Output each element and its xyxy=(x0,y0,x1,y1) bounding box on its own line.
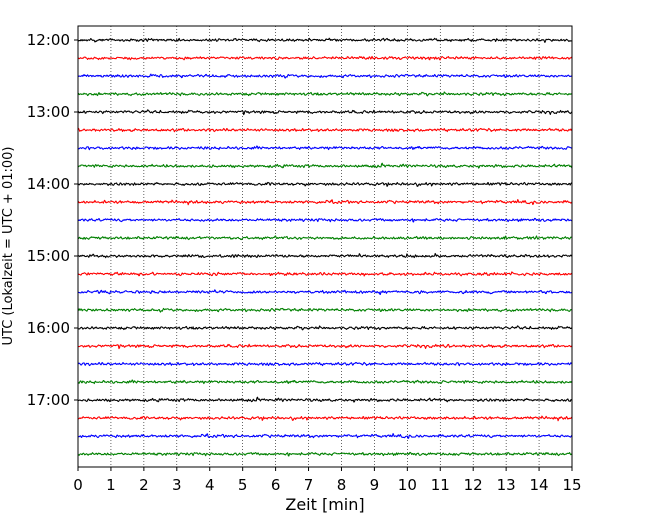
trace-1630 xyxy=(77,361,573,367)
x-tick-label-4: 4 xyxy=(205,476,215,494)
x-tick-label-15: 15 xyxy=(562,476,581,494)
trace-1545 xyxy=(77,307,573,313)
trace-1200 xyxy=(77,37,573,44)
x-tick-label-0: 0 xyxy=(73,476,83,494)
y-axis-label: UTC (Lokalzeit = UTC + 01:00) xyxy=(1,147,16,346)
x-axis-label: Zeit [min] xyxy=(285,495,364,514)
x-tick-label-7: 7 xyxy=(304,476,314,494)
x-tick-label-2: 2 xyxy=(139,476,149,494)
x-tick-label-10: 10 xyxy=(398,476,417,494)
trace-1745 xyxy=(77,451,573,457)
trace-1700 xyxy=(77,396,573,403)
x-axis-ticks: 0 1 2 3 4 5 6 7 8 9 10 11 12 13 14 15 xyxy=(73,467,582,494)
y-axis-ticks: 12:00 13:00 14:00 15:00 16:00 17:00 xyxy=(27,31,78,409)
trace-1530 xyxy=(77,289,573,295)
x-tick-label-5: 5 xyxy=(238,476,248,494)
trace-1730 xyxy=(77,433,573,440)
trace-1300 xyxy=(77,109,573,116)
trace-1215 xyxy=(77,55,573,61)
trace-1615 xyxy=(77,343,573,350)
y-tick-label-5: 17:00 xyxy=(27,391,70,409)
x-tick-label-8: 8 xyxy=(337,476,347,494)
y-tick-label-0: 12:00 xyxy=(27,31,70,49)
trace-1715 xyxy=(77,415,573,422)
trace-1330 xyxy=(77,145,573,151)
trace-1515 xyxy=(77,271,573,277)
trace-1645 xyxy=(77,379,573,385)
trace-1315 xyxy=(77,127,573,133)
x-tick-label-12: 12 xyxy=(464,476,483,494)
trace-1345 xyxy=(77,162,573,169)
y-tick-label-4: 16:00 xyxy=(27,319,70,337)
x-tick-label-3: 3 xyxy=(172,476,182,494)
trace-1500 xyxy=(77,252,573,259)
trace-1230 xyxy=(77,73,573,79)
plot-frame xyxy=(77,25,573,468)
x-tick-label-1: 1 xyxy=(106,476,116,494)
x-tick-label-13: 13 xyxy=(497,476,516,494)
trace-1445 xyxy=(77,235,573,241)
trace-1415 xyxy=(77,199,573,206)
trace-1245 xyxy=(77,91,573,97)
trace-1430 xyxy=(77,217,573,223)
y-tick-label-3: 15:00 xyxy=(27,247,70,265)
y-tick-label-1: 13:00 xyxy=(27,103,70,121)
y-tick-label-2: 14:00 xyxy=(27,175,70,193)
x-tick-label-9: 9 xyxy=(370,476,380,494)
trace-1600 xyxy=(77,325,573,331)
x-tick-label-14: 14 xyxy=(530,476,549,494)
trace-1400 xyxy=(77,181,573,187)
seismic-traces xyxy=(77,37,573,457)
x-tick-label-6: 6 xyxy=(271,476,281,494)
x-tick-label-11: 11 xyxy=(431,476,450,494)
